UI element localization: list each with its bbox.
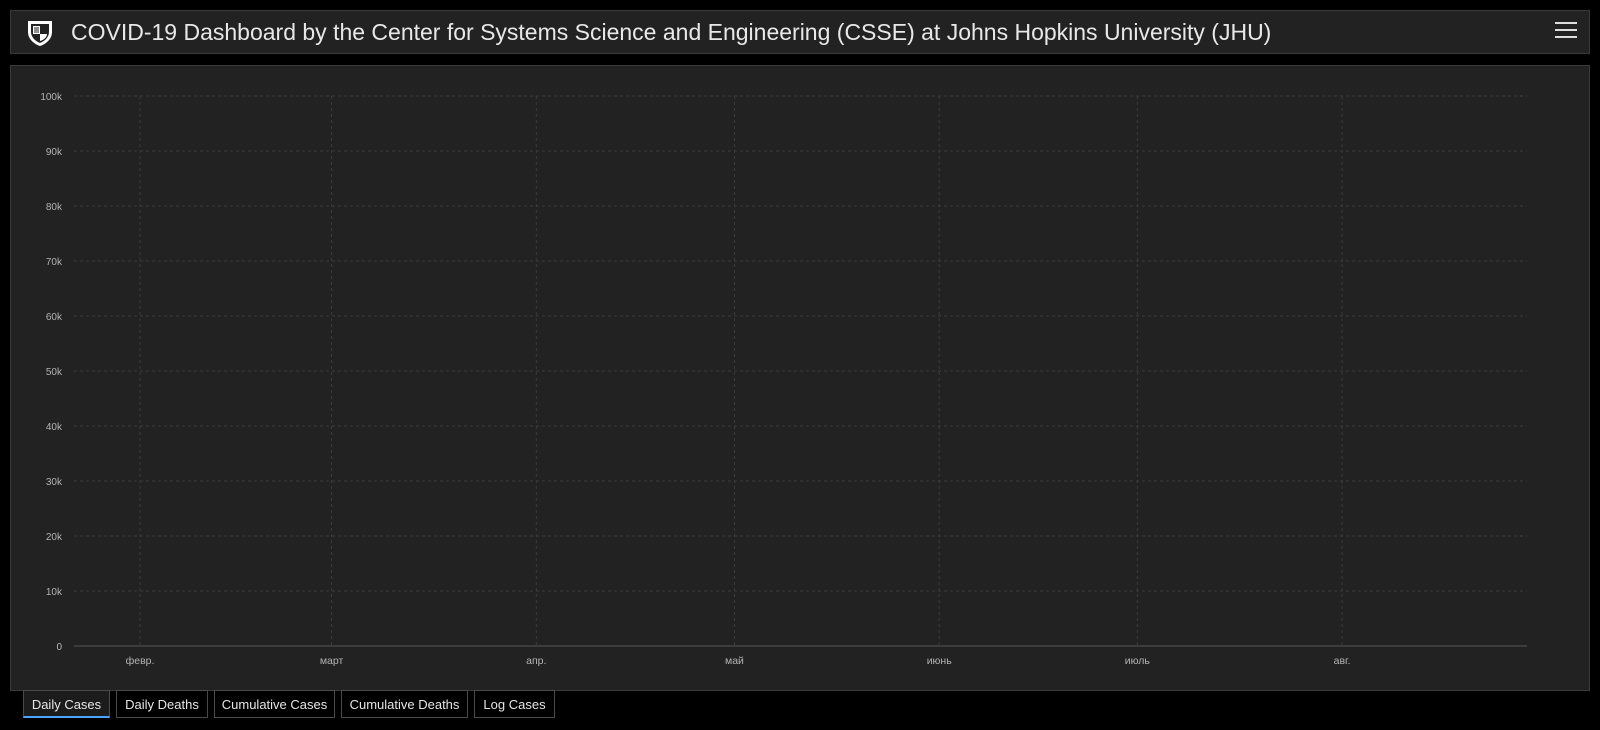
- y-tick-label: 70k: [46, 257, 63, 268]
- x-tick-label: июнь: [927, 655, 953, 667]
- dashboard-header: COVID-19 Dashboard by the Center for Sys…: [10, 10, 1590, 54]
- tab-log-cases[interactable]: Log Cases: [474, 690, 555, 718]
- tab-cumulative-deaths[interactable]: Cumulative Deaths: [341, 690, 468, 718]
- y-tick-label: 20k: [46, 532, 63, 543]
- tab-daily-cases[interactable]: Daily Cases: [23, 690, 110, 718]
- y-tick-label: 30k: [46, 477, 63, 488]
- y-tick-label: 100k: [40, 92, 63, 103]
- y-tick-label: 40k: [46, 422, 63, 433]
- x-tick-label: февр.: [126, 655, 155, 667]
- tab-daily-deaths[interactable]: Daily Deaths: [116, 690, 208, 718]
- y-tick-label: 80k: [46, 202, 63, 213]
- chart-panel: 0 10k 20k 30k 40k 50k 60k 70k 80k 90k 100k февр. ма…: [10, 65, 1590, 691]
- x-tick-label: авг.: [1334, 655, 1351, 667]
- y-axis-tick-labels: 0 10k 20k 30k 40k 50k 60k 70k 80k 90k 100k: [40, 92, 63, 653]
- grid-lines: [74, 95, 1527, 647]
- y-tick-label: 50k: [46, 367, 63, 378]
- y-tick-label: 60k: [46, 312, 63, 323]
- tab-cumulative-cases[interactable]: Cumulative Cases: [214, 690, 335, 718]
- x-axis-tick-labels: февр. март апр. май июнь июль авг.: [126, 655, 1351, 667]
- y-tick-label: 0: [56, 642, 62, 653]
- x-tick-label: март: [320, 655, 344, 667]
- y-tick-label: 90k: [46, 147, 63, 158]
- x-tick-label: май: [725, 655, 744, 667]
- daily-cases-chart: 0 10k 20k 30k 40k 50k 60k 70k 80k 90k 100k февр. ма…: [40, 92, 1527, 667]
- page-title: COVID-19 Dashboard by the Center for Sys…: [71, 19, 1272, 45]
- x-tick-label: июль: [1125, 655, 1151, 667]
- x-tick-label: апр.: [526, 655, 546, 667]
- y-tick-label: 10k: [46, 587, 63, 598]
- shield-logo-icon: [28, 21, 52, 46]
- hamburger-menu-icon[interactable]: [1555, 22, 1577, 42]
